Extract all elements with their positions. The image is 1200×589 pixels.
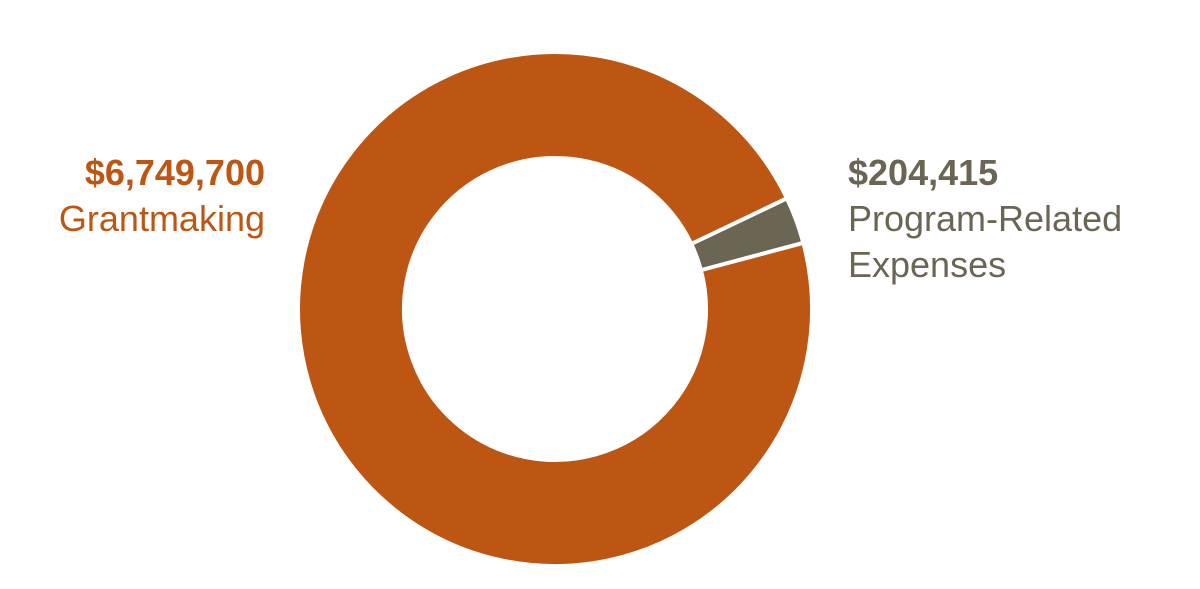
- slice-label-grantmaking: $6,749,700 Grantmaking: [59, 150, 265, 242]
- slice-grantmaking: [296, 50, 814, 568]
- program-related-name-line-2: Expenses: [848, 244, 1007, 285]
- grantmaking-name-label: Grantmaking: [58, 198, 265, 239]
- program-related-value-label: $204,415: [848, 152, 999, 193]
- slice-label-program-related-expenses: $204,415 Program-Related Expenses: [848, 150, 1122, 288]
- slice-program-related-expenses: [689, 196, 806, 273]
- program-related-name-line-1: Program-Related: [848, 198, 1123, 239]
- donut-slices: [296, 50, 814, 568]
- grantmaking-value-label: $6,749,700: [84, 152, 265, 193]
